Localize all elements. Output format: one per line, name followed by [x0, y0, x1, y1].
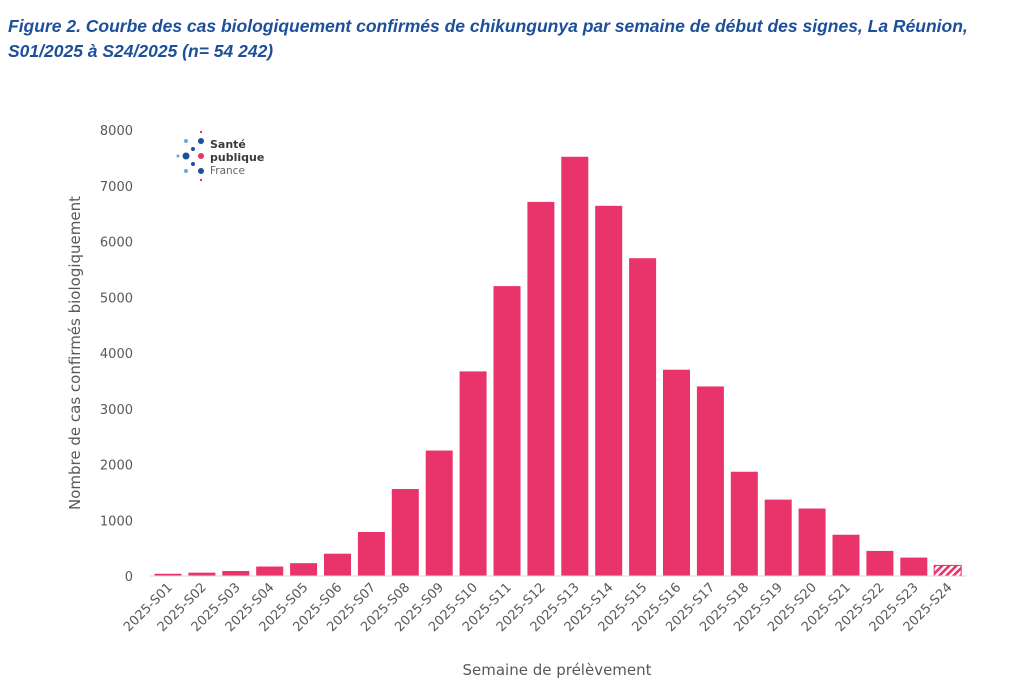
y-tick-label: 8000: [100, 124, 133, 139]
bar-2025-S12: [527, 201, 555, 577]
bar-2025-S17: [696, 386, 724, 576]
bar-2025-S08: [391, 489, 419, 576]
bar-2025-S15: [629, 258, 657, 576]
y-tick-label: 2000: [100, 459, 133, 474]
y-tick-label: 6000: [100, 236, 133, 251]
y-tick-label: 5000: [100, 291, 133, 306]
sante-publique-france-logo: Santé publique France: [176, 130, 264, 182]
bar-2025-S20: [798, 508, 826, 576]
bar-2025-S11: [493, 286, 521, 576]
bar-2025-S14: [595, 205, 623, 576]
svg-text:publique: publique: [210, 151, 264, 164]
bar-2025-S06: [324, 553, 351, 576]
bar-2025-S22: [866, 550, 894, 576]
bar-2025-S18: [730, 471, 758, 576]
y-tick-label: 0: [125, 570, 133, 585]
y-axis-label: Nombre de cas confirmés biologiquement: [66, 196, 84, 510]
y-tick-label: 4000: [100, 347, 133, 362]
figure-title: Figure 2. Courbe des cas biologiquement …: [8, 16, 968, 61]
bar-2025-S05: [290, 563, 318, 576]
y-tick-label: 7000: [100, 180, 133, 195]
y-tick-label: 1000: [100, 514, 133, 529]
bar-2025-S16: [663, 369, 690, 576]
bar-2025-S04: [256, 566, 284, 576]
svg-text:Santé: Santé: [210, 138, 246, 151]
bar-2025-S24: [933, 564, 962, 577]
bar-2025-S19: [764, 499, 792, 576]
bar-2025-S10: [459, 371, 487, 576]
svg-text:France: France: [210, 165, 245, 177]
y-tick-label: 3000: [100, 403, 133, 418]
bar-2025-S09: [425, 450, 453, 576]
bar-2025-S01: [154, 573, 182, 576]
x-axis-label: Semaine de prélèvement: [462, 661, 651, 679]
bar-2025-S13: [561, 156, 589, 576]
bar-2025-S07: [357, 531, 385, 576]
bar-2025-S21: [832, 534, 860, 576]
bar-2025-S23: [900, 557, 928, 576]
bar-2025-S03: [222, 570, 250, 576]
bar-2025-S02: [188, 572, 216, 576]
